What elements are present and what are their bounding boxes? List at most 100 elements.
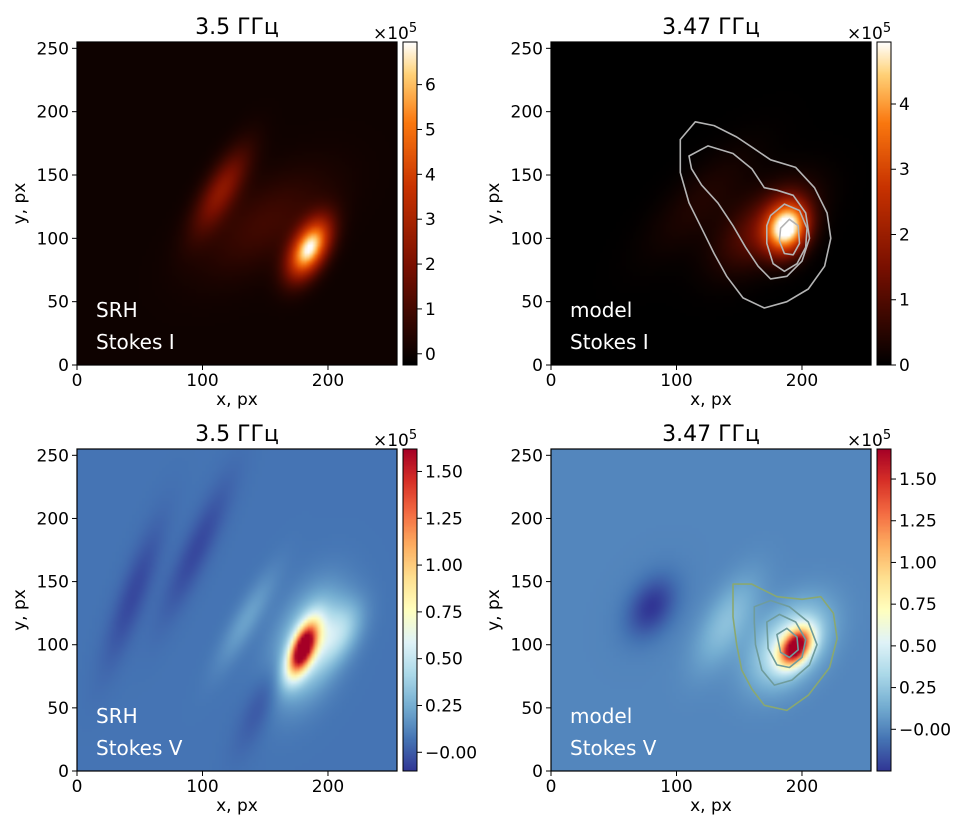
y-tick-label: 250 <box>37 39 69 59</box>
panel-annotation: SRH <box>96 704 138 728</box>
colorbar-tick-label: 0 <box>425 345 436 365</box>
colorbar-tick-label: 2 <box>899 225 910 245</box>
colorbar-frame <box>402 448 418 772</box>
y-tick-label: 200 <box>511 509 543 529</box>
panel-annotation: Stokes I <box>96 330 175 354</box>
colorbar-tick-label: 4 <box>899 95 910 115</box>
y-tick-label: 50 <box>521 293 543 313</box>
y-tick-label: 250 <box>511 446 543 466</box>
contour-line <box>765 203 808 273</box>
colorbar-tick-label: 1.00 <box>899 553 937 573</box>
heatmap-image <box>551 42 871 365</box>
x-tick-label: 200 <box>312 777 344 797</box>
colorbar-tick-label: 3 <box>425 210 436 230</box>
colorbar <box>403 449 417 771</box>
panel-annotation: SRH <box>96 298 138 322</box>
heatmap-image <box>77 42 397 365</box>
colorbar-tick-label: 5 <box>425 120 436 140</box>
colorbar-tick-label: 1 <box>899 291 910 311</box>
panel-annotation: Stokes V <box>96 736 183 760</box>
contour-line <box>776 627 800 659</box>
y-axis-label: y, px <box>10 183 30 225</box>
colorbar-tick-label: 1.50 <box>899 470 937 490</box>
y-axis-label: y, px <box>484 183 504 225</box>
panel-annotation: model <box>570 298 632 322</box>
y-tick-label: 150 <box>511 573 543 593</box>
x-tick-label: 100 <box>660 777 692 797</box>
colorbar-tick-label: 1.25 <box>425 509 463 529</box>
colorbar-tick-label: 0.75 <box>899 595 937 615</box>
colorbar-tick-label: 3 <box>899 160 910 180</box>
x-axis-label: x, px <box>690 796 732 816</box>
heatmap-image <box>551 449 871 771</box>
panel-annotation: Stokes V <box>570 736 657 760</box>
y-tick-label: 50 <box>47 293 69 313</box>
panel-annotation: Stokes I <box>570 330 649 354</box>
colorbar-multiplier: ×105 <box>847 21 891 44</box>
x-axis-label: x, px <box>216 390 258 410</box>
heatmap-image <box>77 449 397 771</box>
colorbar-tick-label: 0.50 <box>899 637 937 657</box>
panel-annotation: model <box>570 704 632 728</box>
contour-line <box>778 218 801 256</box>
colorbar-exponent: 5 <box>409 21 417 36</box>
contour-line <box>765 613 807 669</box>
colorbar-frame <box>876 41 892 366</box>
chart-title: 3.47 ГГц <box>662 422 760 447</box>
colorbar-tick-label: 2 <box>425 255 436 275</box>
y-tick-label: 100 <box>511 229 543 249</box>
y-tick-label: 250 <box>511 39 543 59</box>
axes-frame <box>76 41 398 366</box>
y-tick-label: 0 <box>532 762 543 782</box>
contour-line <box>753 599 818 686</box>
y-tick-label: 100 <box>37 636 69 656</box>
colorbar-exponent: 5 <box>883 428 891 443</box>
colorbar-tick-label: 1 <box>425 300 436 320</box>
x-tick-label: 0 <box>546 777 557 797</box>
x-tick-label: 200 <box>786 777 818 797</box>
x-tick-label: 100 <box>660 371 692 391</box>
colorbar-tick-label: 4 <box>425 165 436 185</box>
x-axis-label: x, px <box>690 390 732 410</box>
colorbar-multiplier: ×105 <box>373 428 417 451</box>
axes-frame <box>550 41 872 366</box>
y-tick-label: 150 <box>37 573 69 593</box>
y-tick-label: 250 <box>37 446 69 466</box>
colorbar-tick-label: 0.75 <box>425 603 463 623</box>
colorbar-multiplier: ×105 <box>847 428 891 451</box>
y-tick-label: 0 <box>58 356 69 376</box>
colorbar-tick-label: 6 <box>425 76 436 96</box>
y-tick-label: 50 <box>521 699 543 719</box>
x-tick-label: 100 <box>186 777 218 797</box>
colorbar <box>877 42 891 365</box>
chart-title: 3.47 ГГц <box>662 15 760 40</box>
colorbar-tick-label: −0.00 <box>425 743 477 763</box>
x-tick-label: 200 <box>786 371 818 391</box>
y-tick-label: 200 <box>37 103 69 123</box>
y-tick-label: 100 <box>511 636 543 656</box>
chart-title: 3.5 ГГц <box>195 15 279 40</box>
chart-panel-4: 0 100 200 0 50 100 150 200 250 3.47 ГГц x, px y, px… <box>484 422 951 816</box>
axes-frame <box>76 448 398 772</box>
colorbar-tick-label: 0.50 <box>425 650 463 670</box>
y-tick-label: 150 <box>37 166 69 186</box>
colorbar-exponent: 5 <box>883 21 891 36</box>
x-tick-label: 0 <box>546 371 557 391</box>
y-tick-label: 0 <box>532 356 543 376</box>
colorbar-tick-label: 0.25 <box>425 696 463 716</box>
y-tick-label: 50 <box>47 699 69 719</box>
y-tick-label: 100 <box>37 229 69 249</box>
colorbar-multiplier: ×105 <box>373 21 417 44</box>
colorbar-exponent: 5 <box>409 428 417 443</box>
y-axis-label: y, px <box>484 589 504 631</box>
colorbar-tick-label: 1.25 <box>899 512 937 532</box>
contour-line <box>732 583 838 712</box>
x-tick-label: 0 <box>72 777 83 797</box>
colorbar-tick-label: −0.00 <box>899 720 951 740</box>
x-tick-label: 0 <box>72 371 83 391</box>
axes-frame <box>550 448 872 772</box>
colorbar-tick-label: 1.00 <box>425 556 463 576</box>
y-tick-label: 0 <box>58 762 69 782</box>
